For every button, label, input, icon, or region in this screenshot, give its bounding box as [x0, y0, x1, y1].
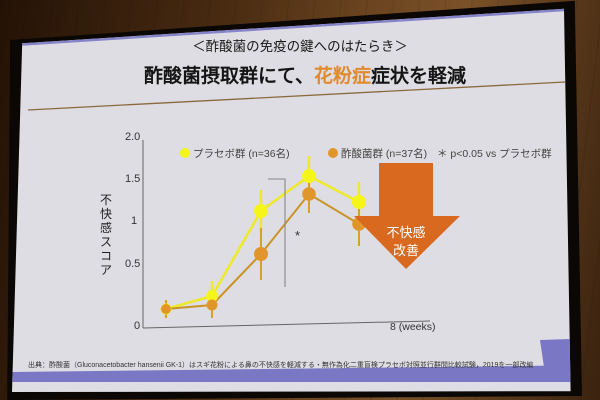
svg-text:不快感: 不快感 — [386, 225, 425, 240]
svg-text:*: * — [295, 228, 300, 243]
svg-text:改善: 改善 — [393, 243, 419, 258]
